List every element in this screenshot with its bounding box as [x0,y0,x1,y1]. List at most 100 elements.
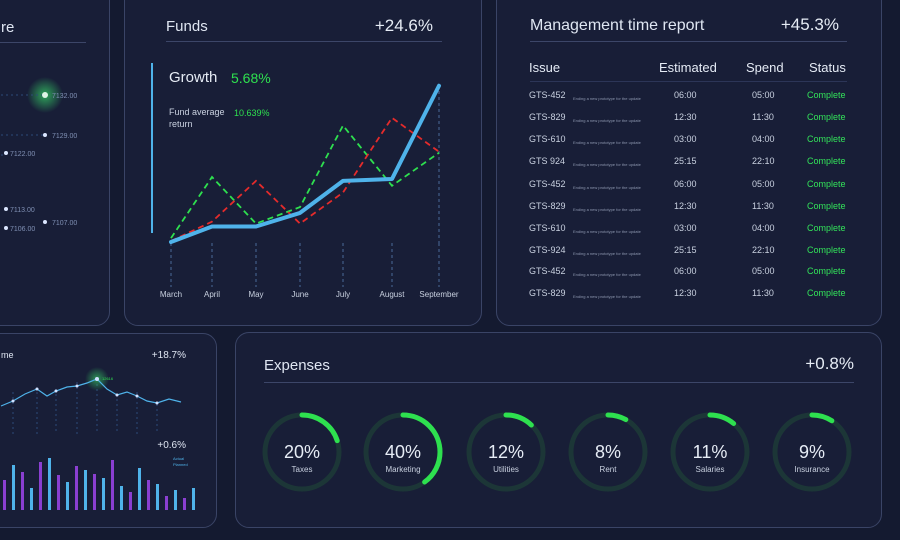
table-row[interactable]: GTS-452 Ending a new prototype for the up… [497,89,881,111]
bar [57,475,60,510]
gauge-value: 40% [385,442,421,462]
scatter-label: 7129.00 [52,133,77,140]
left-top-divider [0,42,86,43]
description-cell: Ending a new prototype for the update [573,229,641,234]
spend-cell: 22:10 [752,156,775,166]
left-bottom-change-1: +18.7% [151,350,186,361]
issue-cell: GTS-452 [529,179,566,189]
col-spend[interactable]: Spend [746,60,784,75]
mgmt-header-divider [530,81,847,82]
table-row[interactable]: GTS-829 Ending a new prototype for the up… [497,200,881,222]
left-bottom-bar-chart [3,458,195,510]
scatter-label: 7122.00 [10,151,35,158]
gauge-label: Insurance [794,465,830,474]
scatter-label: 7107.00 [52,220,77,227]
gauge-label: Rent [600,465,618,474]
table-row[interactable]: GTS-829 Ending a new prototype for the up… [497,111,881,133]
growth-accent-bar [151,63,153,233]
issue-cell: GTS-452 [529,90,566,100]
bar [138,468,141,510]
left-top-scatter: 7132.00 7129.00 7122.00 7113.00 7107.00 … [1,77,77,233]
description-cell: Ending a new prototype for the update [573,140,641,145]
description-cell: Ending a new prototype for the update [573,96,641,101]
table-row[interactable]: GTS-829 Ending a new prototype for the up… [497,287,881,309]
series-line [170,116,440,242]
bar [183,498,186,510]
x-tick-label: August [380,290,406,299]
spend-cell: 05:00 [752,90,775,100]
bar [12,465,15,510]
left-bottom-change-2: +0.6% [157,440,186,451]
gauge-arc [670,412,750,492]
mgmt-change: +45.3% [780,15,839,34]
bar [111,460,114,510]
expenses-gauges: 20% Taxes 40% Marketing 12% Utilities 8% Rent 11… [262,412,852,492]
bar [39,462,42,510]
estimated-cell: 25:15 [674,156,697,166]
gauge-arc [466,412,546,492]
description-cell: Ending a new prototype for the update [573,251,641,256]
estimated-cell: 12:30 [674,201,697,211]
gauge-arc [262,412,342,492]
description-cell: Ending a new prototype for the update [573,294,641,299]
table-row[interactable]: GTS-924 Ending a new prototype for the up… [497,244,881,266]
mgmt-divider [530,41,847,42]
bar [93,474,96,510]
col-estimated[interactable]: Estimated [659,60,717,75]
status-cell: Complete [807,266,846,276]
fund-average-label: Fund average return [169,106,225,130]
left-bottom-panel: me +18.7% 12616 +0.6% Actual Planned [0,333,217,528]
gauge-arc [772,412,852,492]
left-top-title: re [1,19,15,36]
bar [174,490,177,510]
table-row[interactable]: GTS 924 Ending a new prototype for the up… [497,155,881,177]
status-cell: Complete [807,112,846,122]
description-cell: Ending a new prototype for the update [573,162,641,167]
gauge-label: Taxes [292,465,313,474]
estimated-cell: 12:30 [674,288,697,298]
peak-label: 12616 [102,376,114,381]
issue-cell: GTS 924 [529,156,566,166]
x-tick-label: July [336,290,350,299]
description-cell: Ending a new prototype for the update [573,118,641,123]
bar [192,488,195,510]
x-tick-label: May [248,290,263,299]
bar [48,458,51,510]
description-cell: Ending a new prototype for the update [573,272,641,277]
status-cell: Complete [807,201,846,211]
scatter-point [4,207,8,211]
gauge-value: 20% [284,442,320,462]
bar [147,480,150,510]
bar [21,472,24,510]
status-cell: Complete [807,156,846,166]
gauge-label: Salaries [696,465,725,474]
col-issue[interactable]: Issue [529,60,561,75]
funds-change: +24.6% [374,16,433,35]
gauge-value: 12% [488,442,524,462]
table-row[interactable]: GTS-610 Ending a new prototype for the up… [497,133,881,155]
table-row[interactable]: GTS-452 Ending a new prototype for the up… [497,178,881,200]
issue-cell: GTS-829 [529,288,566,298]
status-cell: Complete [807,223,846,233]
scatter-label: 7132.00 [52,93,77,100]
bar [66,482,69,510]
table-row[interactable]: GTS-452 Ending a new prototype for the up… [497,265,881,287]
x-tick-label: March [160,290,182,299]
fund-average-line1: Fund average [169,107,225,117]
scatter-point [43,133,47,137]
expenses-change: +0.8% [805,354,854,373]
spend-cell: 11:30 [752,201,774,211]
left-bottom-title: me [1,350,14,360]
status-cell: Complete [807,179,846,189]
gauge-arc [363,412,443,492]
estimated-cell: 25:15 [674,245,697,255]
fund-average-line2: return [169,119,193,129]
estimated-cell: 03:00 [674,134,697,144]
table-row[interactable]: GTS-610 Ending a new prototype for the up… [497,222,881,244]
fund-average-value: 10.639% [234,108,270,118]
scatter-point [42,92,48,98]
estimated-cell: 06:00 [674,90,697,100]
series-line [169,83,441,245]
left-bottom-line-chart: 12616 [0,367,182,434]
col-status[interactable]: Status [809,60,846,75]
